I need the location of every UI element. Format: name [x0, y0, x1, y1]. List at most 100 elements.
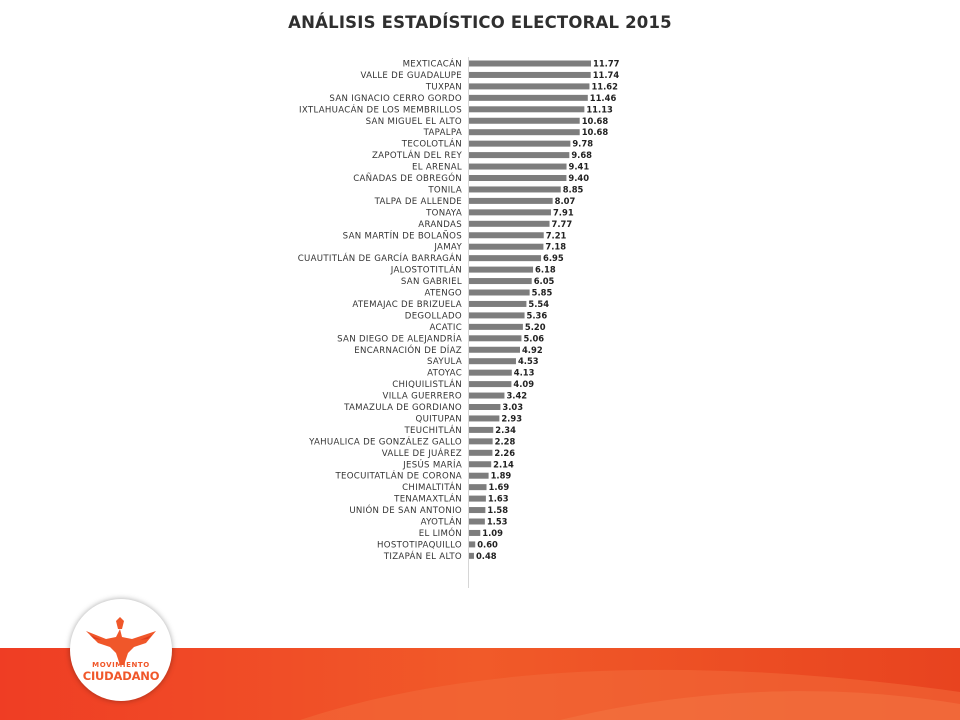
category-label: TIZAPÁN EL ALTO — [383, 550, 462, 562]
value-label: 0.48 — [476, 551, 497, 561]
value-label: 2.28 — [495, 436, 516, 446]
category-label: ATENGO — [424, 289, 462, 299]
bar — [469, 449, 493, 456]
category-label: VALLE DE JUÁREZ — [382, 447, 462, 459]
category-label: DEGOLLADO — [405, 311, 462, 321]
value-label: 7.91 — [553, 207, 574, 217]
category-label: JALOSTOTITLÁN — [390, 264, 462, 276]
value-label: 6.05 — [534, 276, 555, 286]
logo-text-ciudadano: CIUDADANO — [82, 669, 160, 683]
value-label: 9.68 — [571, 150, 592, 160]
bar — [469, 518, 485, 525]
bar — [469, 552, 474, 559]
category-label: IXTLAHUACÁN DE LOS MEMBRILLOS — [299, 103, 462, 115]
value-label: 9.78 — [572, 139, 593, 149]
value-label: 2.34 — [495, 425, 516, 435]
value-label: 8.07 — [555, 196, 576, 206]
value-label: 5.20 — [525, 322, 546, 332]
bar — [469, 484, 487, 491]
value-label: 5.54 — [528, 299, 549, 309]
category-label: SAN MARTÍN DE BOLAÑOS — [343, 229, 462, 241]
category-label: AYOTLÁN — [421, 516, 462, 528]
bar — [469, 495, 486, 502]
category-label: ARANDAS — [418, 220, 462, 230]
movimiento-ciudadano-logo: MOVIMIENTO CIUDADANO — [70, 599, 172, 701]
bar — [469, 83, 590, 90]
category-label: QUITUPAN — [416, 414, 462, 424]
category-label: MEXTICACÁN — [403, 58, 462, 70]
bar — [469, 300, 527, 307]
category-label: EL LIMÓN — [419, 527, 462, 539]
bar — [469, 197, 553, 204]
value-label: 1.63 — [488, 494, 509, 504]
bar — [469, 335, 522, 342]
bar — [469, 163, 567, 170]
bar — [469, 129, 580, 136]
bar — [469, 461, 492, 468]
value-label: 7.21 — [546, 230, 567, 240]
bar — [469, 117, 580, 124]
bar — [469, 220, 550, 227]
category-label: CUAUTITLÁN DE GARCÍA BARRAGÁN — [298, 252, 462, 264]
value-label: 4.13 — [514, 368, 535, 378]
category-label: SAYULA — [427, 357, 462, 367]
bar — [469, 404, 501, 410]
bar — [469, 438, 493, 445]
category-label: UNIÓN DE SAN ANTONIO — [349, 504, 462, 516]
value-label: 5.85 — [532, 288, 553, 298]
value-label: 11.62 — [591, 81, 618, 91]
value-label: 5.06 — [523, 333, 544, 343]
value-label: 11.74 — [593, 70, 620, 80]
category-label: ATOYAC — [427, 369, 462, 379]
bar — [469, 71, 591, 78]
value-label: 2.93 — [501, 413, 522, 423]
bar — [469, 140, 571, 147]
category-label: JESÚS MARÍA — [402, 458, 462, 470]
value-label: 0.60 — [477, 539, 498, 549]
category-label: TEOCUITATLÁN DE CORONA — [334, 470, 462, 482]
category-label: CHIMALTITÁN — [402, 481, 462, 493]
bar — [469, 392, 505, 399]
value-label: 1.89 — [491, 471, 512, 481]
bar — [469, 243, 544, 250]
value-label: 4.53 — [518, 356, 539, 366]
bar-chart: MEXTICACÁN 11.77 VALLE DE GUADALUPE 11.74 TU… — [298, 57, 620, 588]
value-label: 6.95 — [543, 253, 564, 263]
bar — [469, 312, 525, 319]
category-label: TAMAZULA DE GORDIANO — [343, 403, 462, 413]
bar — [469, 106, 585, 113]
value-label: 7.18 — [545, 242, 566, 252]
bar — [469, 507, 486, 514]
value-label: 11.77 — [593, 59, 620, 69]
category-label: ATEMAJAC DE BRIZUELA — [352, 300, 462, 310]
bar — [469, 472, 489, 479]
value-label: 1.69 — [489, 482, 510, 492]
value-label: 4.09 — [513, 379, 534, 389]
bar — [469, 289, 530, 296]
category-label: CHIQUILISTLÁN — [392, 378, 462, 390]
bar — [469, 186, 561, 193]
bar — [469, 529, 481, 536]
bar — [469, 426, 494, 433]
value-label: 2.26 — [494, 448, 515, 458]
category-label: SAN GABRIEL — [401, 277, 462, 287]
category-label: SAN DIEGO DE ALEJANDRÍA — [337, 332, 462, 344]
category-label: VALLE DE GUADALUPE — [360, 71, 462, 81]
bar — [469, 346, 520, 353]
bar — [469, 323, 523, 330]
category-label: TENAMAXTLÁN — [393, 493, 462, 505]
bar — [469, 415, 500, 422]
bar — [469, 232, 544, 239]
bar — [469, 381, 512, 388]
bar — [469, 60, 591, 67]
category-label: TUXPAN — [425, 82, 462, 92]
category-label: EL ARENAL — [412, 163, 462, 173]
bar — [469, 266, 534, 273]
eagle-icon — [86, 617, 156, 665]
category-label: YAHUALICA DE GONZÁLEZ GALLO — [308, 435, 462, 447]
bars-group: MEXTICACÁN 11.77 VALLE DE GUADALUPE 11.74 TU… — [298, 58, 620, 562]
category-label: ZAPOTLÁN DEL REY — [372, 149, 462, 161]
value-label: 6.18 — [535, 265, 556, 275]
bar — [469, 175, 567, 181]
category-label: HOSTOTIPAQUILLO — [377, 540, 462, 550]
